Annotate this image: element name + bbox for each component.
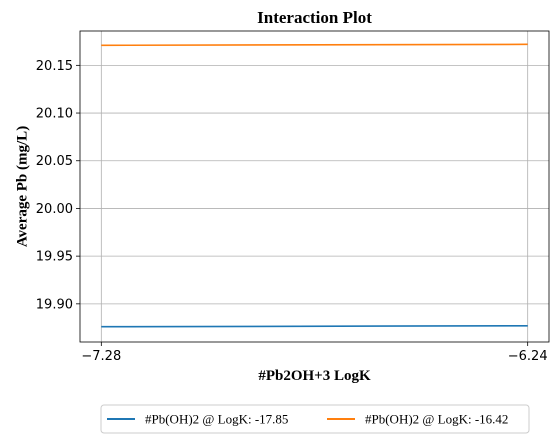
legend-box xyxy=(100,404,530,434)
x-tick-label: −7.28 xyxy=(81,349,121,364)
y-tick-label: 20.00 xyxy=(36,202,73,217)
x-axis-label: #Pb2OH+3 LogK xyxy=(258,368,371,384)
y-tick-label: 20.10 xyxy=(36,107,73,122)
legend-label-series-1: #Pb(OH)2 @ LogK: -17.85 xyxy=(145,412,288,427)
legend-label-series-2: #Pb(OH)2 @ LogK: -16.42 xyxy=(365,412,508,427)
y-axis-label: Average Pb (mg/L) xyxy=(14,126,30,247)
y-tick-label: 19.90 xyxy=(36,297,73,312)
legend: #Pb(OH)2 @ LogK: -17.85 #Pb(OH)2 @ LogK:… xyxy=(100,404,530,434)
series-line-2 xyxy=(101,43,528,47)
series-layer xyxy=(101,43,528,328)
y-tick-label: 20.15 xyxy=(36,59,73,74)
y-tick-label: 19.95 xyxy=(36,250,73,265)
axes-frame xyxy=(79,30,550,343)
grid-layer xyxy=(80,31,549,342)
series-line-1 xyxy=(101,324,528,328)
y-tick-label: 20.05 xyxy=(36,154,73,169)
chart-title: Interaction Plot xyxy=(257,8,372,27)
x-tick-label: −6.24 xyxy=(508,349,548,364)
ticks-layer: 19.90 19.95 20.00 20.05 20.10 20.15 −7.28 −6.24 xyxy=(36,59,548,364)
